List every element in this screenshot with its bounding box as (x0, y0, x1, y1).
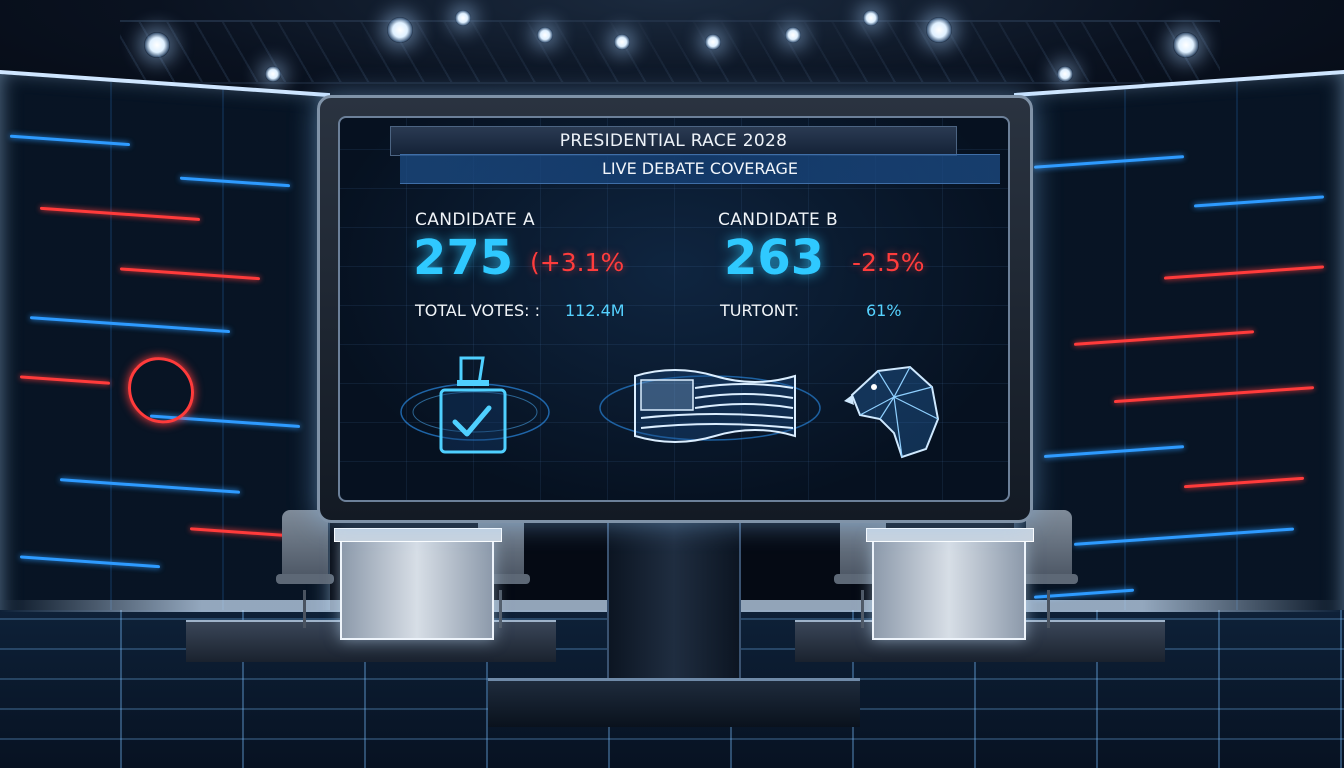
spotlight (387, 17, 413, 43)
monitor-stand (607, 510, 741, 700)
spotlight (144, 32, 170, 58)
candidate-b-votes: 263 (724, 230, 825, 286)
right-podium-desk (866, 528, 1034, 640)
candidate-a-stat-value: 112.4M (565, 301, 625, 320)
candidate-b-stat-value: 61% (866, 301, 902, 320)
left-podium-desk (334, 528, 502, 640)
candidate-a-change: (+3.1% (530, 248, 625, 277)
ballot-box-icon (395, 350, 555, 464)
studio-chair (1020, 510, 1078, 584)
chair-base (861, 590, 864, 628)
candidate-b-change: -2.5% (852, 248, 925, 277)
lighting-truss (120, 20, 1220, 84)
candidate-a-votes: 275 (413, 230, 514, 286)
video-wall-right (1014, 70, 1344, 678)
studio-chair (276, 510, 334, 584)
monitor-stand-base (488, 678, 860, 727)
spotlight (537, 27, 553, 43)
spotlight (455, 10, 471, 26)
spotlight (785, 27, 801, 43)
candidate-b-label: CANDIDATE B (718, 210, 839, 230)
broadcast-title: PRESIDENTIAL RACE 2028 (390, 126, 957, 156)
spotlight (1057, 66, 1073, 82)
chair-base (303, 590, 306, 628)
candidate-a-stat-label: TOTAL VOTES: : (415, 301, 541, 320)
candidate-b-stat-label: TURTONT: (720, 301, 800, 320)
chair-base (499, 590, 502, 628)
video-wall-left (0, 70, 330, 678)
american-flag-icon (595, 358, 825, 462)
main-display-monitor: PRESIDENTIAL RACE 2028 LIVE DEBATE COVER… (317, 95, 1033, 523)
chair-base (1047, 590, 1050, 628)
spotlight (926, 17, 952, 43)
spotlight (265, 66, 281, 82)
spotlight (1173, 32, 1199, 58)
broadcast-subtitle: LIVE DEBATE COVERAGE (400, 154, 1000, 184)
candidate-a-label: CANDIDATE A (415, 210, 535, 230)
spotlight (614, 34, 630, 50)
eagle-icon (840, 353, 950, 467)
display-screen: PRESIDENTIAL RACE 2028 LIVE DEBATE COVER… (338, 116, 1010, 502)
spotlight (705, 34, 721, 50)
spotlight (863, 10, 879, 26)
